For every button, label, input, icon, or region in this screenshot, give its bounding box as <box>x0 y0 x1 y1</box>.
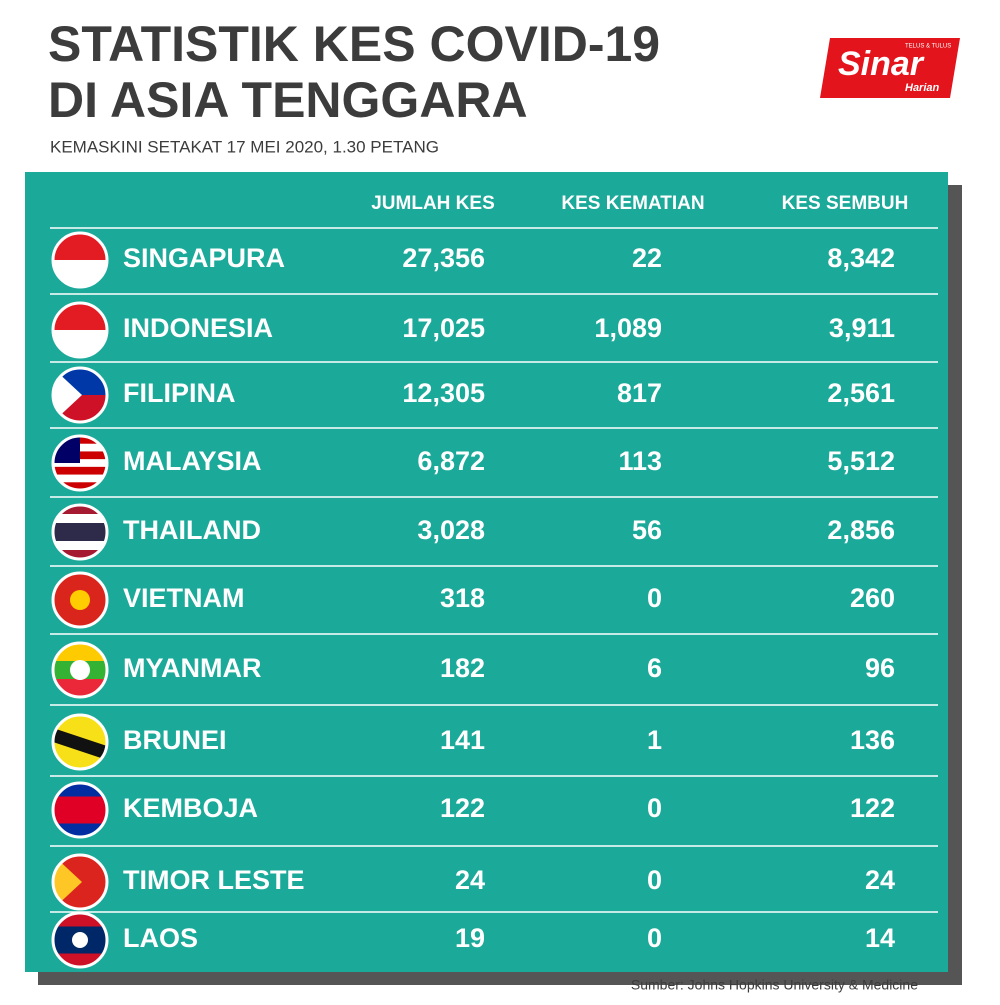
flag-stripe <box>53 523 107 533</box>
cell-value: 0 <box>647 793 662 823</box>
cell-value: 24 <box>455 865 485 895</box>
flag-band <box>53 728 107 760</box>
cell-value: 113 <box>618 446 662 476</box>
flag-stripe <box>53 550 107 559</box>
country-name: VIETNAM <box>123 583 245 613</box>
country-name: BRUNEI <box>123 725 227 755</box>
cell-value: 3,911 <box>829 313 895 343</box>
logo-name: Sinar <box>838 45 925 83</box>
cell-value: 0 <box>647 583 662 613</box>
cell-value: 1,089 <box>594 313 662 343</box>
country-name: MALAYSIA <box>123 446 262 476</box>
cell-value: 17,025 <box>402 313 485 343</box>
cell-value: 141 <box>440 725 485 755</box>
flag-stripe <box>53 459 107 468</box>
flag-stripe <box>53 482 107 490</box>
cell-value: 2,561 <box>827 378 895 408</box>
cell-value: 19 <box>455 923 485 953</box>
column-header: KES SEMBUH <box>782 193 909 214</box>
cell-value: 182 <box>440 653 485 683</box>
flag-stripe <box>53 532 107 542</box>
flag <box>53 715 107 769</box>
source: Sumber: Johns Hopkins University & Medic… <box>631 977 918 993</box>
subtitle: KEMASKINI SETAKAT 17 MEI 2020, 1.30 PETA… <box>50 137 439 156</box>
country-name: THAILAND <box>123 515 261 545</box>
country-name: LAOS <box>123 923 198 953</box>
flag-triangle <box>53 855 82 909</box>
column-header: JUMLAH KES <box>371 193 495 214</box>
panel <box>25 172 948 972</box>
cell-value: 122 <box>850 793 895 823</box>
flag-border <box>51 713 109 771</box>
title-line: STATISTIK KES COVID-19 <box>48 16 660 72</box>
cell-value: 2,856 <box>827 515 895 545</box>
flag-border <box>51 641 109 699</box>
cell-value: 1 <box>647 725 662 755</box>
cell-value: 22 <box>632 243 662 273</box>
flag-stripe <box>53 474 107 483</box>
flag-border <box>51 911 109 969</box>
cell-value: 136 <box>850 725 895 755</box>
cell-value: 122 <box>440 793 485 823</box>
flag <box>53 573 107 627</box>
country-name: SINGAPURA <box>123 243 285 273</box>
logo: Sinar Harian TELUS & TULUS <box>820 38 960 98</box>
flag-border <box>51 301 109 359</box>
flag-stripe <box>53 466 107 476</box>
country-name: INDONESIA <box>123 313 273 343</box>
flag-border <box>51 781 109 839</box>
cell-value: 0 <box>647 865 662 895</box>
cell-value: 3,028 <box>417 515 485 545</box>
logo-tagline: TELUS & TULUS <box>905 44 951 50</box>
flag-stripe <box>53 810 107 824</box>
flag-emblem <box>72 932 88 948</box>
flag-stripe <box>53 796 107 811</box>
flag-border <box>51 366 109 424</box>
flag <box>53 436 107 490</box>
cell-value: 27,356 <box>402 243 485 273</box>
cell-value: 8,342 <box>827 243 895 273</box>
cell-value: 260 <box>850 583 895 613</box>
cell-value: 6,872 <box>417 446 485 476</box>
country-name: KEMBOJA <box>123 793 258 823</box>
flag-border <box>51 571 109 629</box>
column-header: KES KEMATIAN <box>561 193 704 214</box>
flag-border <box>51 231 109 289</box>
flag-border <box>51 503 109 561</box>
logo-bg <box>820 38 960 98</box>
country-name: TIMOR LESTE <box>123 865 305 895</box>
flag-emblem <box>70 660 90 680</box>
logo-sub: Harian <box>905 82 940 94</box>
cell-value: 817 <box>617 378 662 408</box>
cell-value: 0 <box>647 923 662 953</box>
flag-stripe <box>53 541 107 551</box>
flag-triangle <box>53 368 82 422</box>
country-name: MYANMAR <box>123 653 262 683</box>
cell-value: 6 <box>647 653 662 683</box>
country-name: FILIPINA <box>123 378 236 408</box>
cell-value: 56 <box>632 515 662 545</box>
cell-value: 14 <box>865 923 895 953</box>
flag <box>53 505 107 559</box>
flag-stripe <box>53 505 107 515</box>
cell-value: 5,512 <box>827 446 895 476</box>
cell-value: 24 <box>865 865 895 895</box>
title-line: DI ASIA TENGGARA <box>48 72 528 128</box>
flag-emblem <box>70 590 90 610</box>
flag-border <box>51 853 109 911</box>
flag <box>53 855 107 909</box>
cell-value: 318 <box>440 583 485 613</box>
cell-value: 12,305 <box>402 378 485 408</box>
cell-value: 96 <box>865 653 895 683</box>
flag-stripe <box>53 514 107 524</box>
flag-border <box>51 434 109 492</box>
